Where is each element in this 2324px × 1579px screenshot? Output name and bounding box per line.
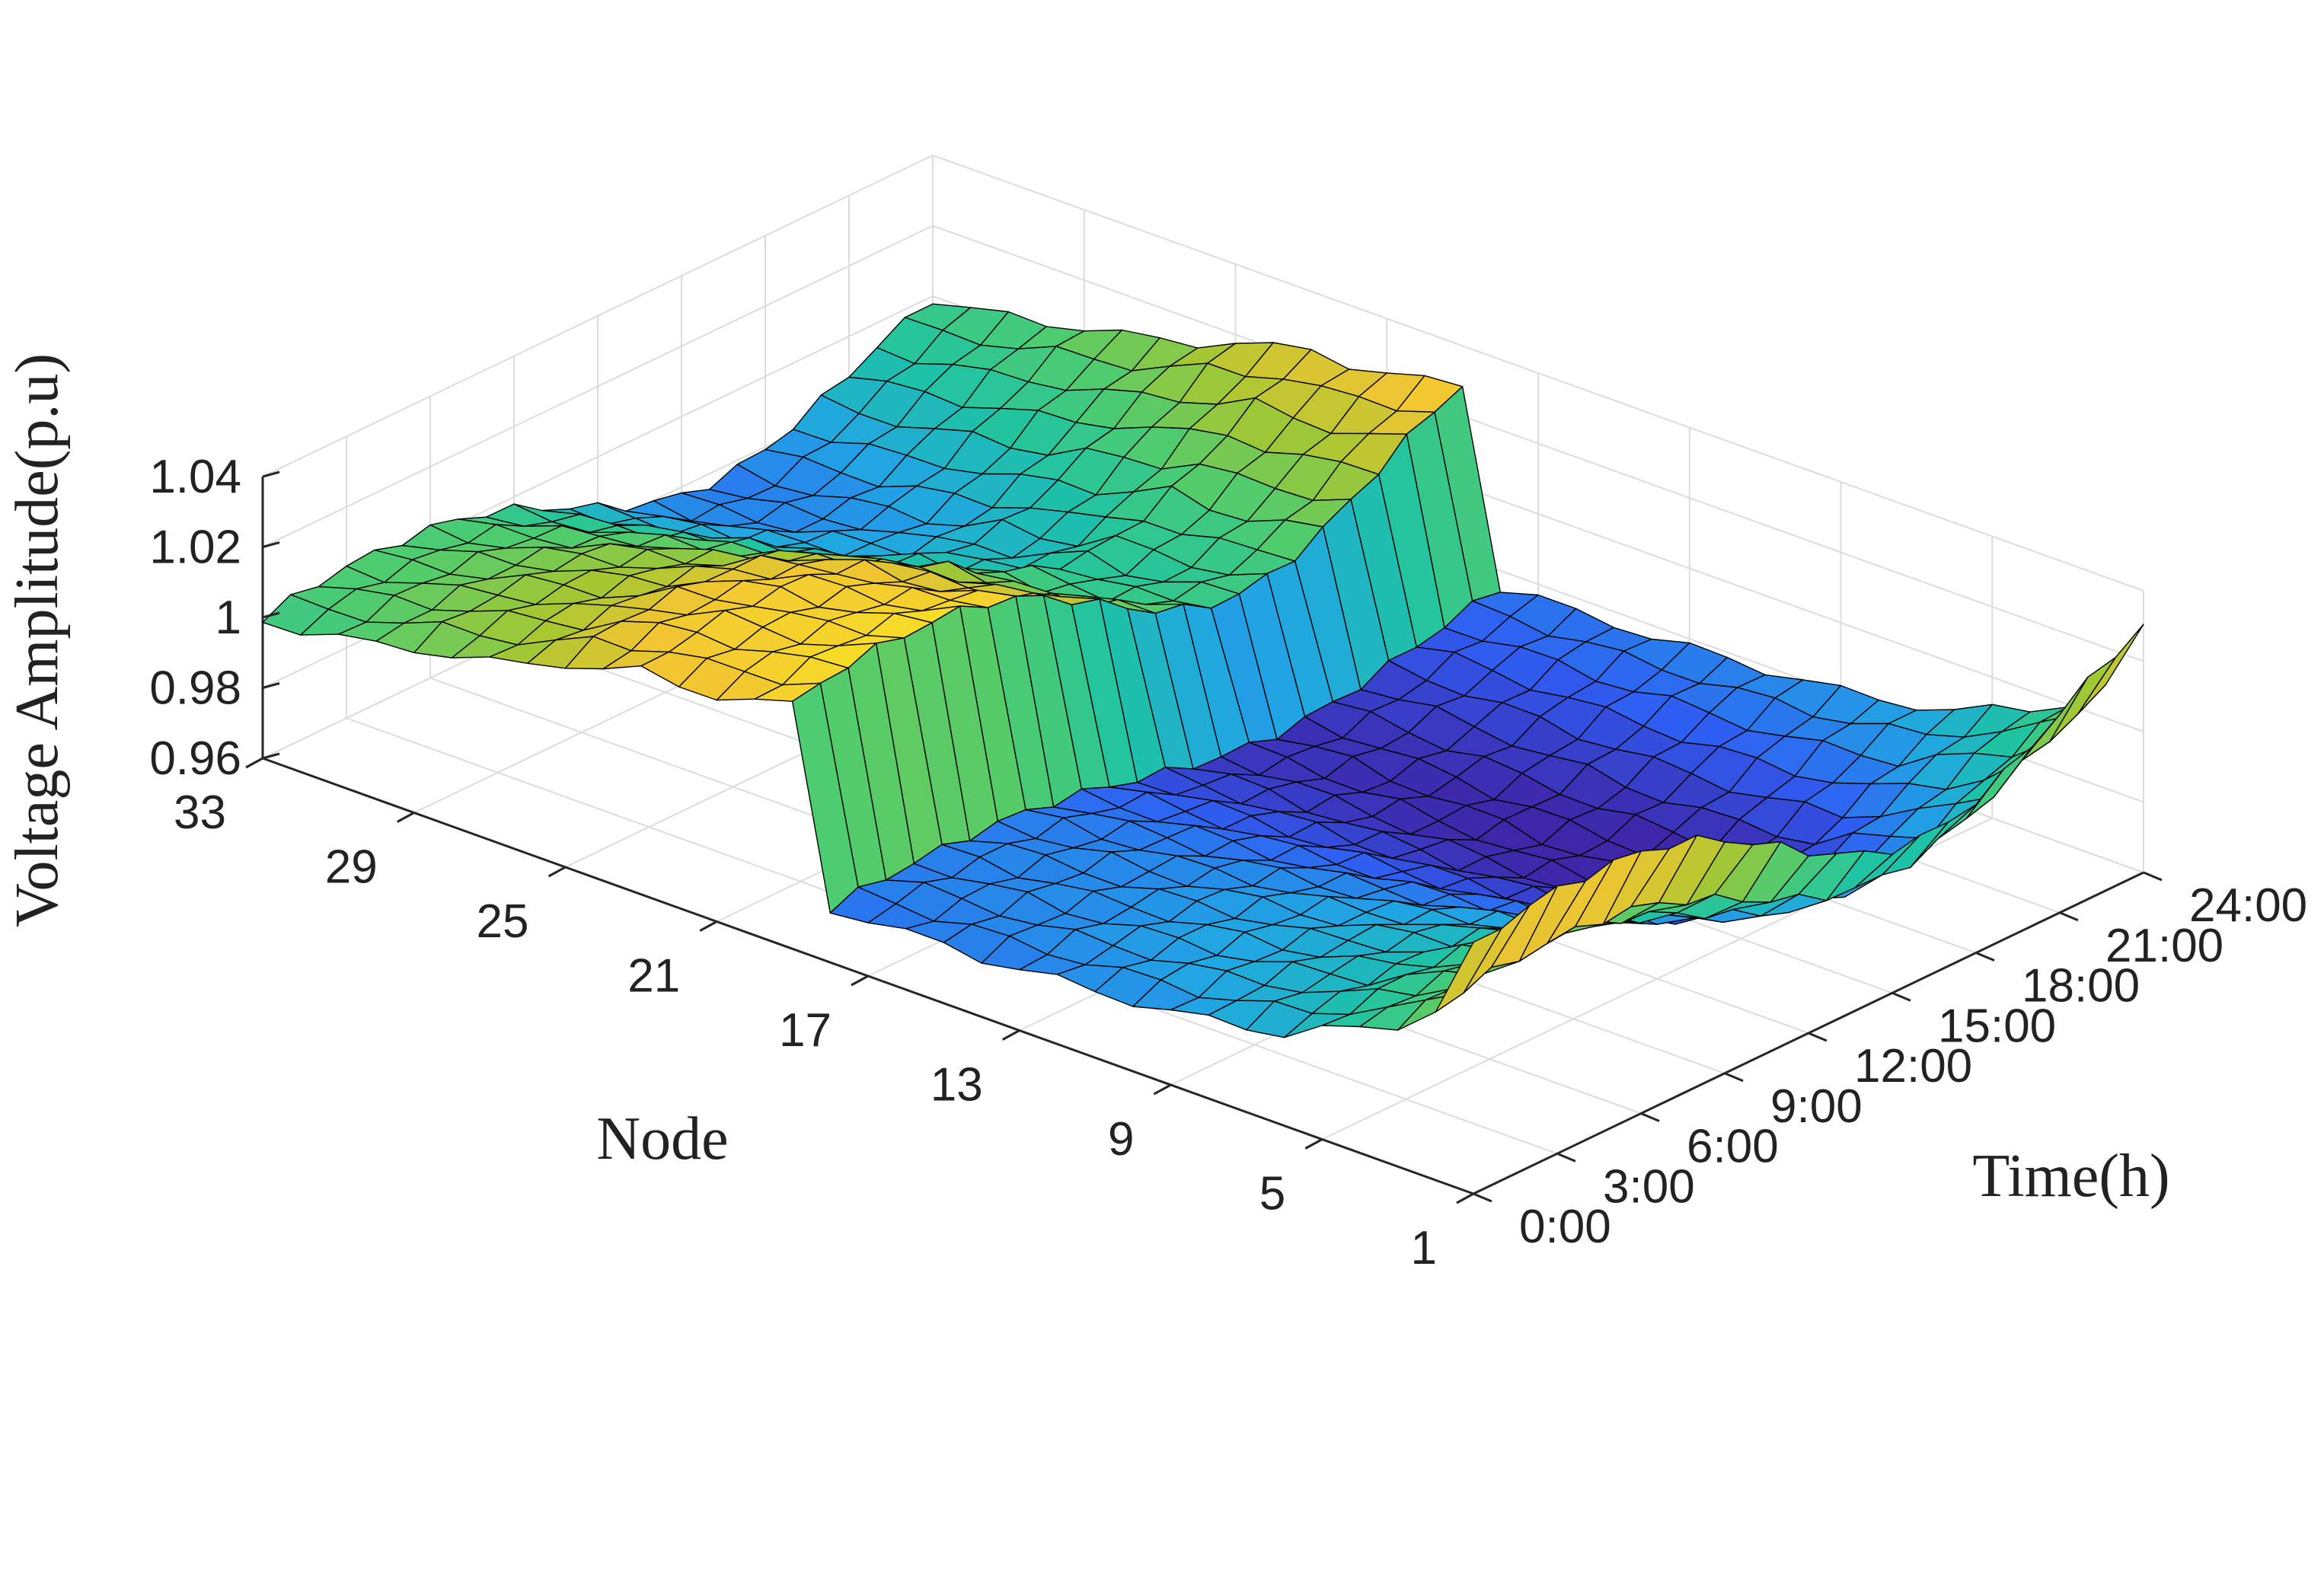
- y-tick: [1891, 991, 1911, 1002]
- y-tick-label: 24:00: [2189, 879, 2307, 932]
- y-tick-label: 15:00: [1938, 1000, 2056, 1052]
- x-tick-label: 9: [1108, 1113, 1134, 1166]
- z-tick-label: 1.04: [149, 451, 241, 503]
- x-tick: [245, 757, 263, 769]
- z-tick: [262, 541, 280, 548]
- surface-patch: [1435, 928, 1502, 1013]
- y-tick-label: 0:00: [1519, 1201, 1611, 1253]
- x-tick-label: 29: [325, 841, 378, 894]
- x-tick: [1304, 1138, 1323, 1150]
- x-tick-label: 1: [1411, 1222, 1437, 1274]
- y-tick: [2059, 911, 2079, 922]
- x-tick: [1153, 1083, 1172, 1096]
- y-tick: [1808, 1032, 1828, 1042]
- y-tick: [1473, 1192, 1492, 1203]
- axis-labels: Voltage Amplitude(p.u) Node Time(h): [4, 353, 2170, 1210]
- x-axis-title: Node: [596, 1105, 728, 1172]
- x-tick: [699, 920, 717, 932]
- y-tick-label: 3:00: [1603, 1160, 1695, 1213]
- y-tick: [1556, 1152, 1576, 1163]
- x-tick-label: 21: [627, 950, 680, 1003]
- y-tick-label: 6:00: [1687, 1121, 1779, 1173]
- x-tick-label: 5: [1259, 1168, 1285, 1220]
- x-tick: [851, 975, 869, 987]
- z-tick-label: 0.98: [149, 662, 241, 715]
- axis-ticks: 0.96 0.98 1 1.02 1.04 33 29 25 21 17 13 9 5 1 0:003:00…: [149, 451, 2307, 1274]
- y-tick-label: 12:00: [1854, 1040, 1972, 1093]
- y-tick-label: 9:00: [1770, 1080, 1863, 1133]
- x-tick: [547, 866, 567, 878]
- z-tick-label: 1: [215, 592, 241, 644]
- y-tick-label: 21:00: [2105, 920, 2223, 972]
- z-axis-title: Voltage Amplitude(p.u): [4, 353, 71, 927]
- x-tick-label: 33: [174, 786, 226, 839]
- y-tick: [1724, 1072, 1744, 1083]
- y-tick: [1640, 1112, 1660, 1122]
- voltage-surface: [262, 303, 2144, 1038]
- surface-patch: [2049, 656, 2117, 742]
- z-tick: [262, 682, 280, 689]
- z-tick: [262, 611, 280, 619]
- x-tick-label: 25: [477, 895, 529, 948]
- y-tick: [1975, 952, 1995, 962]
- y-axis-title: Time(h): [1972, 1143, 2169, 1210]
- surface-patch: [2077, 624, 2144, 715]
- z-tick-label: 0.96: [149, 732, 241, 785]
- x-tick-label: 13: [931, 1059, 983, 1112]
- x-tick-label: 17: [779, 1004, 832, 1057]
- z-tick-label: 1.02: [149, 522, 241, 574]
- x-tick: [1002, 1029, 1020, 1041]
- y-tick: [2143, 871, 2163, 882]
- y-tick-label: 18:00: [2022, 960, 2140, 1013]
- x-tick: [1456, 1192, 1474, 1204]
- z-tick: [262, 471, 280, 478]
- x-tick: [397, 812, 415, 823]
- z-tick: [262, 752, 280, 760]
